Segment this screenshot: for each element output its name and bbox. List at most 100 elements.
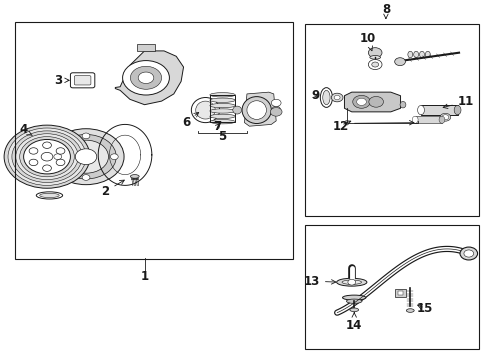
Text: 6: 6 [182, 112, 198, 129]
Circle shape [42, 165, 51, 171]
Ellipse shape [406, 309, 413, 312]
Circle shape [54, 154, 61, 159]
Text: 13: 13 [303, 275, 335, 288]
Ellipse shape [336, 278, 366, 286]
Ellipse shape [246, 101, 266, 120]
Ellipse shape [232, 106, 241, 114]
Text: 10: 10 [359, 32, 375, 51]
Circle shape [130, 66, 161, 89]
Ellipse shape [417, 105, 424, 115]
Text: 15: 15 [416, 302, 432, 315]
Ellipse shape [209, 114, 235, 118]
Text: 1: 1 [140, 270, 148, 283]
Circle shape [82, 133, 90, 139]
Circle shape [270, 108, 282, 116]
Ellipse shape [399, 102, 405, 108]
Circle shape [48, 129, 124, 185]
Ellipse shape [209, 109, 235, 113]
Ellipse shape [242, 96, 271, 123]
Ellipse shape [346, 299, 361, 303]
Ellipse shape [195, 101, 215, 119]
Circle shape [138, 72, 154, 84]
Circle shape [75, 149, 97, 165]
Circle shape [4, 125, 90, 188]
Ellipse shape [271, 106, 280, 114]
Ellipse shape [438, 116, 444, 123]
Bar [394, 289, 406, 297]
Bar [209, 95, 235, 122]
Ellipse shape [369, 55, 380, 59]
Polygon shape [344, 92, 400, 112]
Text: 9: 9 [310, 89, 319, 102]
Ellipse shape [342, 295, 365, 300]
FancyBboxPatch shape [70, 73, 95, 88]
Bar [137, 44, 155, 51]
Text: 12: 12 [331, 120, 348, 133]
Circle shape [371, 62, 378, 67]
Ellipse shape [130, 175, 139, 178]
Circle shape [352, 95, 369, 108]
Ellipse shape [320, 87, 332, 107]
Circle shape [42, 142, 51, 148]
Polygon shape [244, 92, 276, 126]
Ellipse shape [36, 192, 62, 199]
Ellipse shape [341, 280, 361, 284]
Ellipse shape [191, 98, 219, 123]
Text: 14: 14 [346, 313, 362, 332]
Circle shape [20, 136, 74, 177]
Circle shape [110, 154, 118, 159]
Ellipse shape [413, 51, 418, 58]
Ellipse shape [419, 51, 424, 58]
Text: 4: 4 [19, 123, 27, 136]
FancyBboxPatch shape [74, 76, 91, 85]
Bar [420, 105, 457, 115]
Ellipse shape [349, 308, 358, 312]
Circle shape [330, 93, 342, 102]
Bar [305, 225, 478, 348]
Ellipse shape [441, 115, 448, 120]
Circle shape [368, 96, 383, 107]
Ellipse shape [411, 116, 417, 123]
Circle shape [356, 98, 366, 105]
Circle shape [23, 139, 70, 174]
Circle shape [8, 128, 86, 185]
Circle shape [56, 134, 116, 179]
Bar [414, 116, 441, 123]
Circle shape [12, 131, 82, 183]
Circle shape [459, 247, 477, 260]
Circle shape [122, 60, 169, 95]
Circle shape [41, 152, 53, 161]
Circle shape [463, 250, 473, 257]
Circle shape [63, 140, 108, 173]
Text: 7: 7 [213, 120, 221, 133]
Ellipse shape [40, 193, 59, 198]
Ellipse shape [209, 120, 235, 124]
Ellipse shape [322, 90, 329, 105]
Circle shape [347, 279, 355, 285]
Text: 3: 3 [54, 74, 69, 87]
Bar [397, 291, 403, 295]
Circle shape [271, 99, 281, 107]
Ellipse shape [425, 51, 429, 58]
Ellipse shape [407, 51, 412, 58]
Bar [15, 22, 293, 259]
Bar [305, 24, 478, 216]
Ellipse shape [439, 113, 450, 121]
Ellipse shape [209, 103, 235, 108]
Circle shape [29, 159, 38, 166]
Circle shape [367, 59, 381, 69]
Text: 8: 8 [381, 3, 389, 16]
Circle shape [333, 95, 339, 100]
Text: 5: 5 [218, 130, 226, 144]
Ellipse shape [209, 93, 235, 97]
Circle shape [56, 159, 65, 166]
Polygon shape [115, 51, 183, 105]
Circle shape [82, 175, 90, 180]
Text: 2: 2 [102, 180, 124, 198]
Ellipse shape [453, 105, 460, 115]
Circle shape [367, 48, 381, 58]
Ellipse shape [209, 98, 235, 102]
Circle shape [56, 148, 65, 154]
Circle shape [16, 134, 78, 180]
Circle shape [394, 58, 405, 66]
